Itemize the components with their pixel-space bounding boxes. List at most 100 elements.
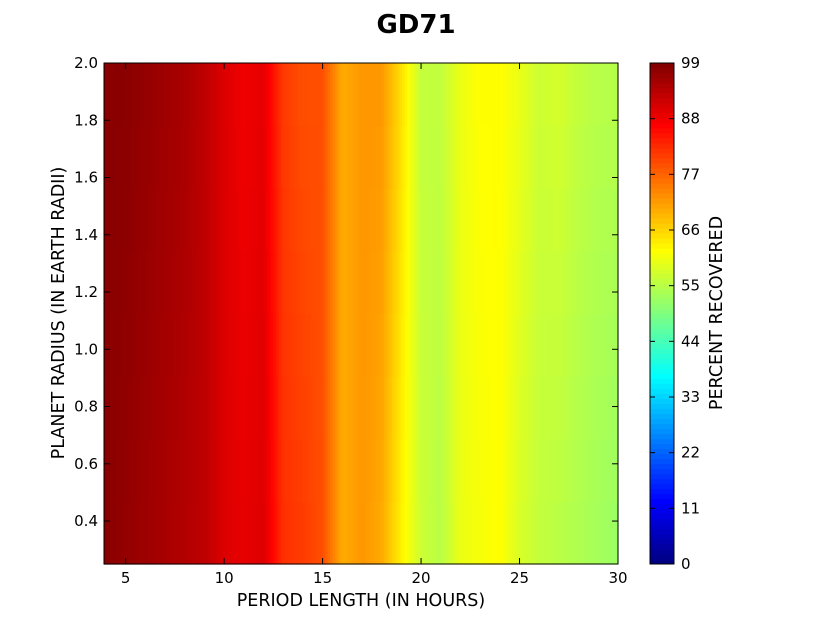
heatmap-cell [484, 125, 488, 189]
heatmap-cell [260, 63, 264, 127]
colorbar-band [650, 498, 674, 505]
heatmap-cell [337, 188, 342, 252]
heatmap-cell [389, 376, 393, 440]
heatmap-cell [417, 250, 421, 315]
heatmap-cell [296, 63, 300, 127]
heatmap-cell [312, 438, 316, 502]
colorbar-band [650, 513, 674, 520]
heatmap-cell [582, 125, 586, 189]
heatmap-cell [325, 313, 329, 377]
heatmap-cell [304, 125, 308, 189]
heatmap-cell [219, 438, 223, 502]
heatmap-cell [363, 313, 367, 377]
heatmap-cell [471, 63, 475, 127]
y-tick-label: 1.2 [74, 283, 98, 301]
heatmap-cell [319, 250, 324, 315]
heatmap-cell [348, 63, 352, 127]
heatmap-cell [368, 250, 372, 315]
heatmap-cell [286, 125, 290, 189]
heatmap-cell [381, 63, 385, 127]
heatmap-cell [291, 188, 295, 252]
heatmap-cell [273, 63, 277, 127]
heatmap-cell [427, 63, 431, 127]
heatmap-cell [196, 188, 200, 252]
heatmap-cell [409, 376, 413, 440]
heatmap-cell [116, 63, 121, 127]
heatmap-cell [242, 63, 246, 127]
heatmap-cell [247, 125, 252, 189]
heatmap-cell [430, 313, 434, 377]
heatmap-cell [232, 438, 236, 502]
heatmap-cell [206, 63, 210, 127]
heatmap-cell [440, 63, 444, 127]
heatmap-cell [191, 125, 195, 189]
heatmap-cell [389, 250, 393, 315]
heatmap-cell [605, 125, 609, 189]
heatmap-cell [260, 125, 264, 189]
heatmap-cell [427, 313, 431, 377]
heatmap-cell [443, 438, 447, 502]
heatmap-cell [566, 250, 570, 315]
heatmap-cell [558, 188, 563, 252]
heatmap-cell [268, 125, 272, 189]
heatmap-cell [615, 501, 619, 565]
heatmap-cell [286, 63, 290, 127]
heatmap-cell [278, 376, 282, 440]
heatmap-cell [605, 250, 609, 315]
heatmap-cell [129, 438, 133, 502]
heatmap-cell [250, 63, 254, 127]
heatmap-cell [528, 438, 532, 502]
heatmap-cell [615, 250, 619, 315]
heatmap-cell [283, 313, 288, 377]
heatmap-cell [594, 188, 599, 252]
heatmap-cell [343, 188, 347, 252]
heatmap-cell [528, 313, 532, 377]
heatmap-cell [438, 313, 442, 377]
heatmap-cell [132, 313, 136, 377]
colorbar-band [650, 388, 674, 394]
heatmap-cell [350, 501, 354, 565]
heatmap-cell [217, 188, 221, 252]
heatmap-cell [566, 125, 570, 189]
heatmap-cell [330, 188, 334, 252]
x-tick-label: 30 [608, 569, 627, 587]
heatmap-cell [461, 313, 465, 377]
heatmap-cell [384, 63, 388, 127]
heatmap-cell [522, 188, 527, 252]
heatmap-cell [517, 313, 521, 377]
heatmap-cell [543, 313, 547, 377]
heatmap-cell [366, 313, 370, 377]
heatmap-cell [489, 376, 493, 440]
heatmap-cell [178, 438, 182, 502]
heatmap-cell [296, 376, 300, 440]
heatmap-cell [206, 125, 210, 189]
heatmap-cell [175, 501, 180, 565]
heatmap-cell [265, 313, 270, 377]
heatmap-cell [165, 188, 169, 252]
heatmap-cell [178, 63, 182, 127]
heatmap-cell [476, 376, 480, 440]
heatmap-cell [276, 63, 280, 127]
heatmap-cell [391, 63, 396, 127]
heatmap-cell [420, 125, 424, 189]
heatmap-cell [147, 63, 151, 127]
heatmap-cell [335, 188, 339, 252]
heatmap-cell [209, 501, 213, 565]
colorbar-band [650, 167, 674, 174]
heatmap-cell [199, 188, 203, 252]
heatmap-cell [309, 313, 313, 377]
heatmap-cell [116, 188, 121, 252]
heatmap-cell [579, 250, 583, 315]
heatmap-cell [448, 376, 452, 440]
heatmap-cell [592, 63, 596, 127]
heatmap-cell [502, 376, 506, 440]
heatmap-cell [173, 63, 177, 127]
heatmap-cell [556, 313, 560, 377]
heatmap-cell [499, 250, 503, 315]
heatmap-cell [319, 438, 324, 502]
heatmap-cell [538, 501, 542, 565]
heatmap-cell [533, 501, 537, 565]
heatmap-cell [322, 125, 326, 189]
heatmap-cell [235, 376, 239, 440]
heatmap-cell [548, 250, 552, 315]
